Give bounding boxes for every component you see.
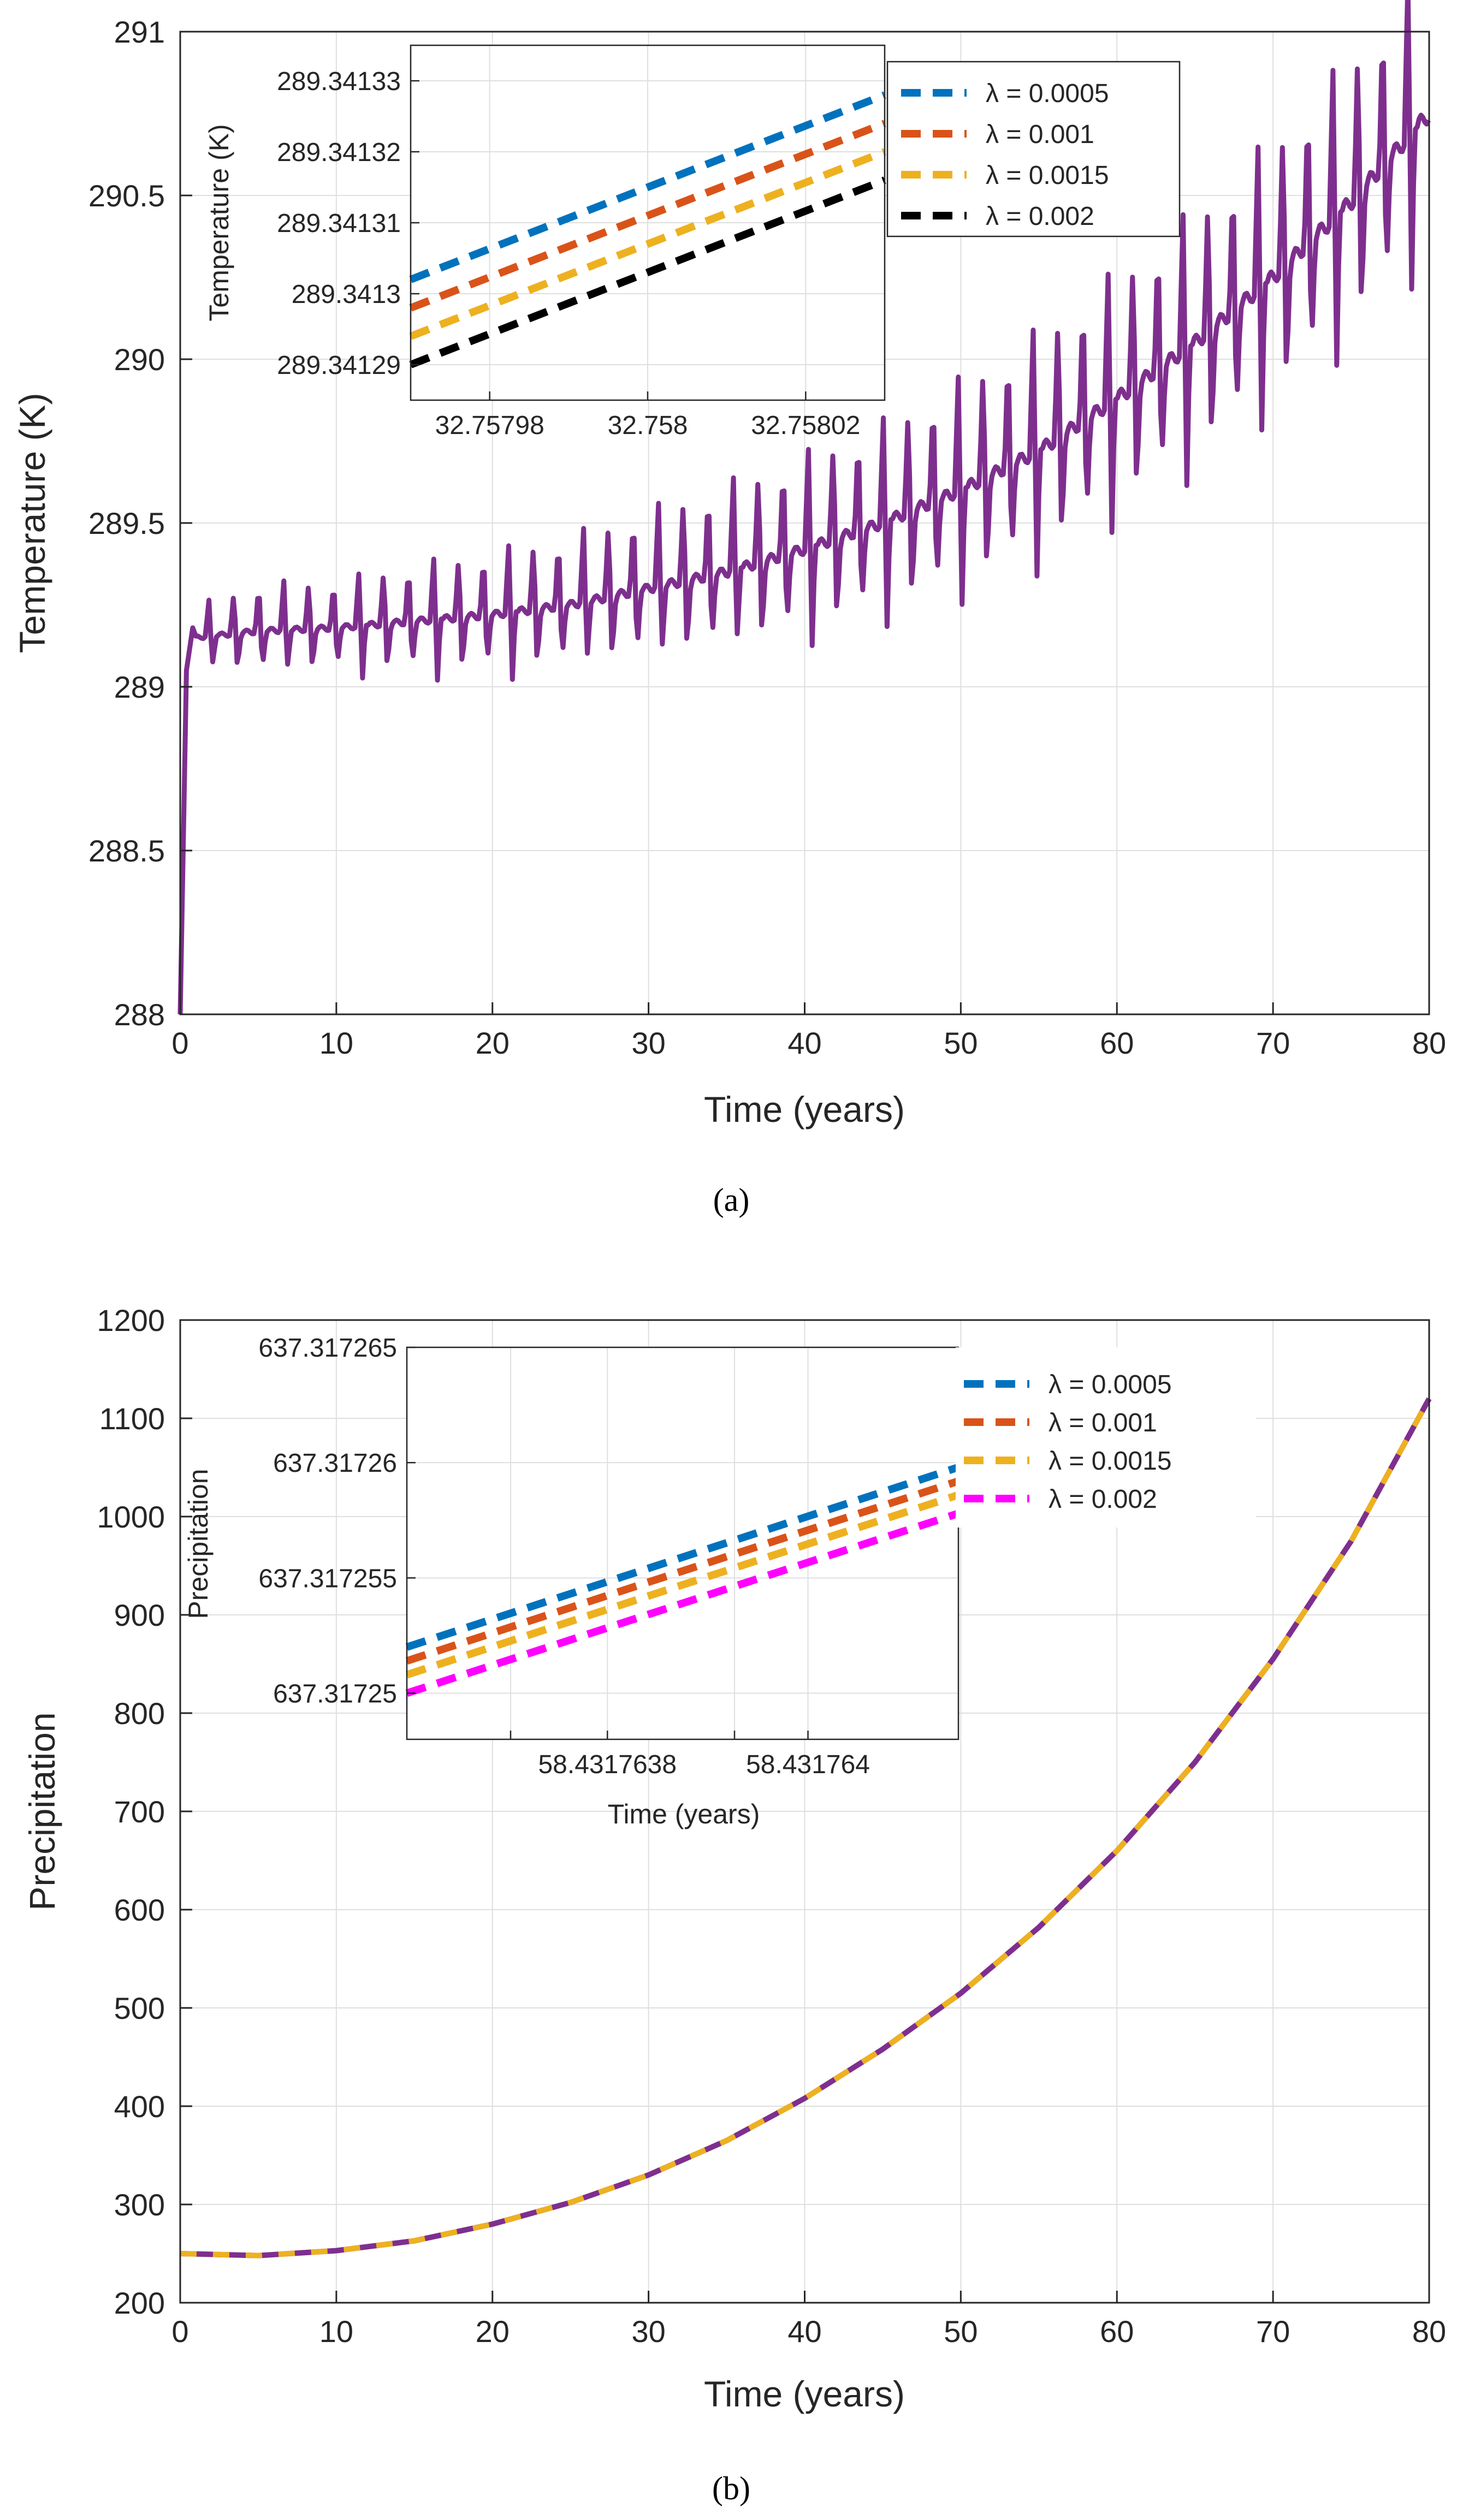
panel-a-inset-grid	[411, 45, 885, 400]
x-tick-label: 20	[476, 2314, 510, 2349]
inset-y-tick-label: 637.317255	[258, 1564, 397, 1593]
x-tick-label: 40	[787, 2314, 821, 2349]
y-tick-label: 500	[114, 1991, 165, 2025]
inset-y-tick-label: 289.34132	[277, 138, 401, 167]
y-tick-label: 288	[114, 997, 165, 1032]
x-tick-label: 10	[319, 1026, 353, 1060]
y-tick-label: 800	[114, 1696, 165, 1731]
panel-b-series	[180, 1397, 1432, 2259]
panel-a-ylabel: Temperature (K)	[12, 393, 52, 653]
inset-series-line	[405, 1477, 960, 1665]
y-tick-label: 288.5	[88, 834, 165, 868]
y-tick-label: 291	[114, 15, 165, 49]
panel-a-inset-legend: λ = 0.0005 λ = 0.001 λ = 0.0015 λ = 0.002	[886, 61, 1181, 237]
inset-series-line	[405, 1509, 960, 1697]
x-tick-label: 30	[631, 1026, 665, 1060]
panel-a-xlabel: Time (years)	[704, 1089, 905, 1130]
temperature-series-line	[177, 0, 1431, 1015]
inset-y-tick-label: 289.34131	[277, 209, 401, 238]
y-tick-label: 1200	[97, 1303, 165, 1338]
legend-label: λ = 0.001	[986, 120, 1094, 149]
y-tick-label: 400	[114, 2089, 165, 2124]
y-tick-label: 200	[114, 2286, 165, 2320]
x-tick-label: 40	[787, 1026, 821, 1060]
legend-label: λ = 0.002	[986, 202, 1094, 231]
inset-series-line	[409, 120, 886, 312]
inset-series-line	[409, 91, 886, 283]
inset-x-tick-label: 58.4317638	[538, 1750, 677, 1779]
panel-b-inset-xlabel: Time (years)	[608, 1799, 760, 1829]
panel-a-series	[177, 0, 1431, 1015]
y-tick-label: 289	[114, 670, 165, 704]
inset-x-tick-label: 32.758	[608, 411, 688, 440]
x-tick-label: 10	[319, 2314, 353, 2349]
x-tick-label: 70	[1256, 1026, 1290, 1060]
panel-a-inset-ylabel: Temperature (K)	[204, 124, 234, 321]
legend-label: λ = 0.002	[1049, 1485, 1157, 1514]
y-tick-label: 1100	[99, 1401, 165, 1436]
x-tick-label: 50	[944, 2314, 978, 2349]
panel-b-inset-legend: λ = 0.0005 λ = 0.001 λ = 0.0015 λ = 0.002	[956, 1347, 1256, 1528]
inset-x-tick-label: 32.75798	[435, 411, 544, 440]
panel-b-precipitation-chart: 0 10 20 30 40 50 60 70 80 200 300 400 500 600 700 800 90…	[22, 1303, 1446, 2506]
legend-label: λ = 0.0015	[1049, 1447, 1172, 1476]
y-tick-label: 600	[114, 1893, 165, 1927]
panel-a-ticks: 0 10 20 30 40 50 60 70 80 288 288.5 289 289.5 290 290.…	[88, 15, 1446, 1060]
x-tick-label: 70	[1256, 2314, 1290, 2349]
inset-y-tick-label: 637.31725	[273, 1680, 397, 1709]
y-tick-label: 290.5	[88, 179, 165, 213]
y-tick-label: 300	[114, 2188, 165, 2222]
x-tick-label: 20	[476, 1026, 510, 1060]
legend-label: λ = 0.0005	[1049, 1370, 1172, 1399]
inset-y-tick-label: 289.34133	[277, 67, 401, 96]
inset-series-line	[405, 1463, 960, 1651]
x-tick-label: 60	[1100, 1026, 1134, 1060]
panel-b-ylabel: Precipitation	[22, 1712, 62, 1910]
panel-b-caption: (b)	[712, 2470, 750, 2506]
x-tick-label: 50	[944, 1026, 978, 1060]
panel-b-inset-frame	[406, 1346, 959, 1740]
inset-x-tick-label: 58.431764	[746, 1750, 870, 1779]
inset-series-line	[409, 148, 886, 340]
panel-b-inset-ylabel: Precipitation	[183, 1469, 214, 1619]
x-tick-label: 30	[631, 2314, 665, 2349]
x-tick-label: 60	[1100, 2314, 1134, 2349]
y-tick-label: 700	[114, 1794, 165, 1829]
panel-b-inset-ticks: 58.4317638 58.431764 637.31725 637.317255 63…	[258, 1334, 870, 1779]
x-tick-label: 80	[1412, 2314, 1446, 2349]
inset-y-tick-label: 289.34129	[277, 351, 401, 380]
inset-series-line	[409, 176, 886, 369]
panel-a-caption: (a)	[713, 1182, 750, 1218]
y-tick-label: 1000	[97, 1500, 165, 1534]
inset-y-tick-label: 637.31726	[273, 1449, 397, 1478]
inset-y-tick-label: 289.3413	[292, 280, 401, 309]
x-tick-label: 0	[171, 1026, 188, 1060]
y-tick-label: 290	[114, 342, 165, 377]
x-tick-label: 0	[171, 2314, 188, 2349]
panel-b-ticks: 0 10 20 30 40 50 60 70 80 200 300 400 500 600 700 800 90…	[97, 1303, 1446, 2349]
x-tick-label: 80	[1412, 1026, 1446, 1060]
panel-a-inset: 32.75798 32.758 32.75802289.34129289.34132…	[204, 44, 1181, 440]
y-tick-label: 289.5	[88, 506, 165, 540]
inset-x-tick-label: 32.75802	[751, 411, 860, 440]
panel-b-xlabel: Time (years)	[704, 2374, 905, 2414]
panel-b-inset-series	[405, 1463, 960, 1697]
y-tick-label: 900	[114, 1598, 165, 1632]
inset-y-tick-label: 637.317265	[258, 1334, 397, 1363]
panel-b-inset: 58.4317638 58.431764 637.31725 637.317255 63…	[183, 1334, 1256, 1829]
precipitation-series-dash-overlay	[180, 1397, 1432, 2259]
panel-a-inset-series	[409, 91, 886, 369]
legend-label: λ = 0.0005	[986, 79, 1109, 108]
panel-a-temperature-chart: 0 10 20 30 40 50 60 70 80 288 288.5 289 289.5 290 290.…	[12, 0, 1446, 1218]
inset-series-line	[405, 1491, 960, 1679]
legend-label: λ = 0.0015	[986, 161, 1109, 190]
legend-label: λ = 0.001	[1049, 1408, 1157, 1437]
panel-a-inset-ticks: 32.75798 32.758 32.75802289.34129289.34132…	[277, 67, 860, 440]
